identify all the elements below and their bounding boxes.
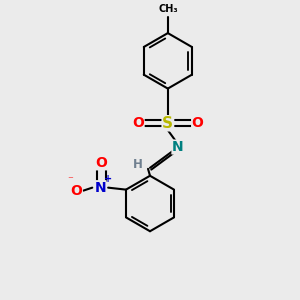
Text: CH₃: CH₃ [158,4,178,14]
Text: +: + [104,174,112,184]
Text: O: O [95,156,107,170]
Text: O: O [70,184,83,198]
Text: H: H [133,158,143,171]
Text: N: N [172,140,184,154]
Text: S: S [162,116,173,131]
Text: O: O [132,116,144,130]
Text: ⁻: ⁻ [68,176,74,186]
Text: O: O [192,116,203,130]
Text: N: N [94,181,106,195]
